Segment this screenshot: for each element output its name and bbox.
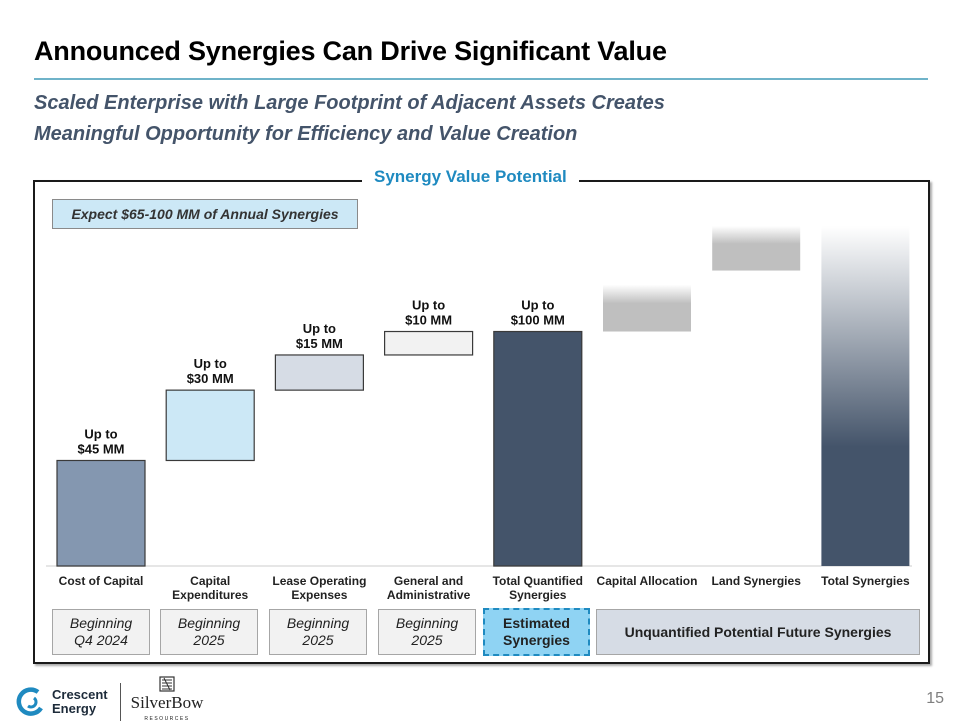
logo-divider [119,682,121,721]
estimated-synergies-box: Estimated Synergies [483,608,590,656]
data-label: Up to $15 MM [296,321,343,351]
bar-capital-expenditures [165,389,255,462]
page-title: Announced Synergies Can Drive Significan… [34,36,667,66]
timing-line2: 2025 [193,632,225,648]
timing-line1: Beginning [69,615,133,631]
category-label-line: Total Quantified [492,574,584,588]
category-label: Total Synergies [810,574,920,588]
timing-line1: Beginning [177,615,241,631]
bar-capital-allocation [603,284,691,332]
bar-lease-operating-expenses [274,354,364,391]
category-label-line: Total Synergies [821,574,910,588]
bar-land-synergies [712,226,801,271]
timing-line2: 2025 [302,632,334,648]
unquantified-synergies-box: Unquantified Potential Future Synergies [596,609,920,655]
category-label: Capital Expenditures [155,574,265,602]
timing-box-loe: Beginning 2025 [269,609,367,655]
timing-line2: Q4 2024 [74,632,128,648]
panel-title: Synergy Value Potential [362,167,579,187]
subtitle-line-2: Meaningful Opportunity for Efficiency an… [34,123,578,145]
subtitle-line-1: Scaled Enterprise with Large Footprint o… [34,92,665,114]
category-label-line: Expenditures [172,588,249,602]
bar-total-synergies [821,226,910,566]
page-number: 15 [926,690,944,707]
bar-total-quantified-synergies [493,330,583,567]
crescent-energy-wordmark: Crescent Energy [52,686,108,716]
data-label: Up to $100 MM [511,298,565,328]
company-logos: Crescent Energy SilverBow RESOURCES [16,676,203,727]
category-label-line: Capital Allocation [596,574,698,588]
estimated-line1: Estimated [503,615,570,631]
silverbow-logo: SilverBow RESOURCES [130,676,204,727]
category-label-line: General and [393,574,464,588]
bar-general-and-administrative [384,330,474,356]
category-label: Cost of Capital [46,574,156,588]
data-label: Up to $10 MM [405,298,452,328]
bar-cost-of-capital [56,459,146,567]
estimated-line2: Synergies [503,632,570,648]
timing-line2: 2025 [411,632,443,648]
title-divider [34,78,928,80]
crescent-line-1: Crescent [52,686,108,702]
category-label-line: Land Synergies [711,574,801,588]
category-label-line: Expenses [291,588,348,602]
silverbow-sub: RESOURCES [144,716,190,722]
timing-line1: Beginning [286,615,350,631]
category-label-line: Administrative [386,588,471,602]
silverbow-emblem-icon [159,676,175,692]
timing-box-capex: Beginning 2025 [160,609,258,655]
timing-box-g-and-a: Beginning 2025 [378,609,476,655]
category-label-line: Synergies [509,588,567,602]
timing-line1: Beginning [395,615,459,631]
data-label: Up to $30 MM [187,356,234,386]
crescent-line-2: Energy [52,700,97,716]
category-label: Capital Allocation [592,574,702,588]
crescent-energy-logo-icon [16,686,43,716]
category-label-line: Cost of Capital [58,574,144,588]
category-label-line: Lease Operating [272,574,367,588]
synergy-callout: Expect $65-100 MM of Annual Synergies [52,199,358,229]
silverbow-name: SilverBow [130,693,204,712]
category-label: Land Synergies [701,574,811,588]
page-subtitle: Scaled Enterprise with Large Footprint o… [34,88,665,150]
unquantified-label: Unquantified Potential Future Synergies [624,623,892,640]
data-label: Up to $45 MM [78,426,125,456]
timing-box-cost-of-capital: Beginning Q4 2024 [52,609,150,655]
category-label-line: Capital [190,574,231,588]
category-label: Lease Operating Expenses [264,574,374,602]
category-label: Total Quantified Synergies [483,574,593,602]
category-label: General and Administrative [374,574,484,602]
